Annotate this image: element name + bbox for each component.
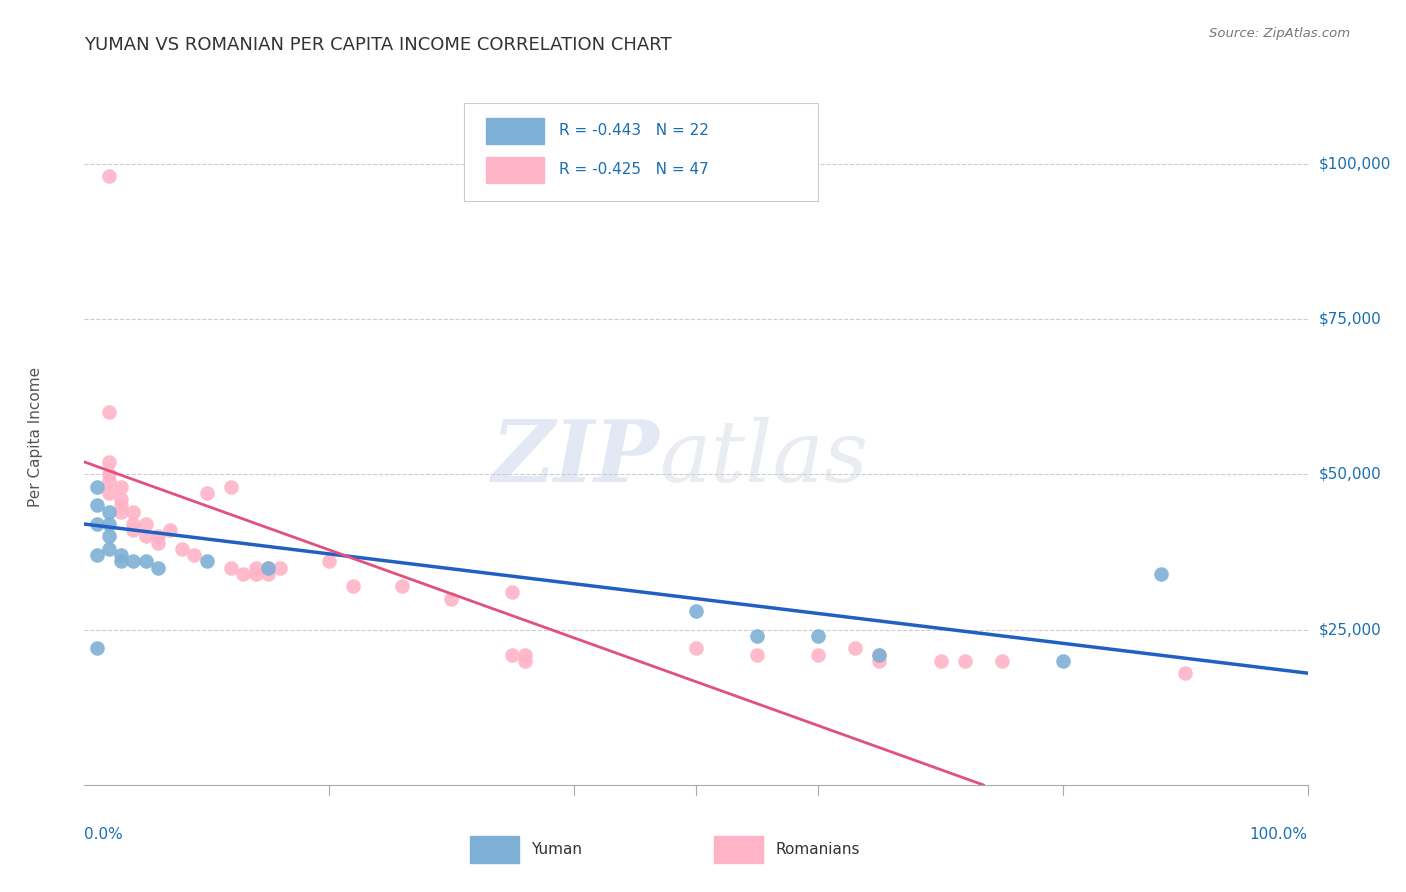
Point bbox=[122, 523, 145, 537]
Point bbox=[97, 505, 120, 519]
Point bbox=[97, 529, 120, 543]
Text: R = -0.443   N = 22: R = -0.443 N = 22 bbox=[560, 123, 709, 138]
Text: $100,000: $100,000 bbox=[1319, 156, 1391, 171]
FancyBboxPatch shape bbox=[714, 837, 763, 863]
Point bbox=[219, 480, 242, 494]
Point bbox=[110, 492, 132, 507]
Point bbox=[747, 648, 769, 662]
Text: atlas: atlas bbox=[659, 417, 869, 500]
Point bbox=[257, 560, 280, 574]
Point bbox=[135, 554, 157, 568]
Point bbox=[97, 516, 120, 531]
Point bbox=[110, 554, 132, 568]
Text: 100.0%: 100.0% bbox=[1250, 827, 1308, 842]
Point bbox=[146, 529, 169, 543]
Text: YUMAN VS ROMANIAN PER CAPITA INCOME CORRELATION CHART: YUMAN VS ROMANIAN PER CAPITA INCOME CORR… bbox=[84, 36, 672, 54]
Point bbox=[172, 541, 194, 556]
Text: R = -0.425   N = 47: R = -0.425 N = 47 bbox=[560, 162, 709, 178]
Point bbox=[513, 654, 536, 668]
Point bbox=[219, 560, 242, 574]
Point bbox=[195, 486, 218, 500]
Point bbox=[183, 548, 205, 562]
Point bbox=[513, 648, 536, 662]
Point bbox=[807, 629, 830, 643]
Point bbox=[929, 654, 952, 668]
Point bbox=[232, 566, 254, 581]
Text: $50,000: $50,000 bbox=[1319, 467, 1382, 482]
Point bbox=[146, 535, 169, 549]
Text: ZIP: ZIP bbox=[492, 417, 659, 500]
Point bbox=[195, 554, 218, 568]
Text: $25,000: $25,000 bbox=[1319, 622, 1382, 637]
Point bbox=[97, 455, 120, 469]
Point bbox=[391, 579, 413, 593]
Point bbox=[146, 560, 169, 574]
Point bbox=[245, 566, 267, 581]
Point bbox=[86, 548, 108, 562]
Point bbox=[86, 516, 108, 531]
FancyBboxPatch shape bbox=[470, 837, 519, 863]
Point bbox=[97, 541, 120, 556]
Point bbox=[1174, 666, 1197, 681]
Point bbox=[1052, 654, 1074, 668]
Point bbox=[97, 405, 120, 419]
Text: 0.0%: 0.0% bbox=[84, 827, 124, 842]
Point bbox=[844, 641, 866, 656]
Point bbox=[501, 585, 523, 599]
Point bbox=[685, 604, 707, 618]
Point bbox=[501, 648, 523, 662]
Point bbox=[122, 516, 145, 531]
Point bbox=[135, 516, 157, 531]
Point bbox=[86, 499, 108, 513]
Point bbox=[685, 641, 707, 656]
Text: Source: ZipAtlas.com: Source: ZipAtlas.com bbox=[1209, 27, 1350, 40]
Point bbox=[159, 523, 181, 537]
Point bbox=[122, 554, 145, 568]
Point bbox=[1150, 566, 1173, 581]
FancyBboxPatch shape bbox=[485, 118, 544, 144]
Point bbox=[440, 591, 463, 606]
Text: Yuman: Yuman bbox=[531, 842, 582, 857]
Point bbox=[869, 648, 891, 662]
Point bbox=[318, 554, 340, 568]
Point bbox=[807, 648, 830, 662]
Text: Per Capita Income: Per Capita Income bbox=[28, 367, 44, 508]
Point bbox=[110, 499, 132, 513]
Point bbox=[97, 467, 120, 482]
Point bbox=[86, 480, 108, 494]
FancyBboxPatch shape bbox=[464, 103, 818, 201]
Point bbox=[122, 505, 145, 519]
Point bbox=[110, 505, 132, 519]
Point bbox=[86, 641, 108, 656]
Point bbox=[953, 654, 976, 668]
Text: $75,000: $75,000 bbox=[1319, 311, 1382, 326]
Point bbox=[97, 486, 120, 500]
Point bbox=[342, 579, 364, 593]
Text: Romanians: Romanians bbox=[776, 842, 860, 857]
Point bbox=[869, 648, 891, 662]
Point bbox=[990, 654, 1012, 668]
Point bbox=[110, 480, 132, 494]
Point bbox=[747, 629, 769, 643]
Point bbox=[110, 548, 132, 562]
Point bbox=[269, 560, 291, 574]
Point bbox=[97, 474, 120, 488]
FancyBboxPatch shape bbox=[485, 157, 544, 183]
Point bbox=[245, 560, 267, 574]
Point bbox=[97, 169, 120, 183]
Point bbox=[257, 560, 280, 574]
Point bbox=[135, 529, 157, 543]
Point bbox=[257, 566, 280, 581]
Point bbox=[869, 654, 891, 668]
